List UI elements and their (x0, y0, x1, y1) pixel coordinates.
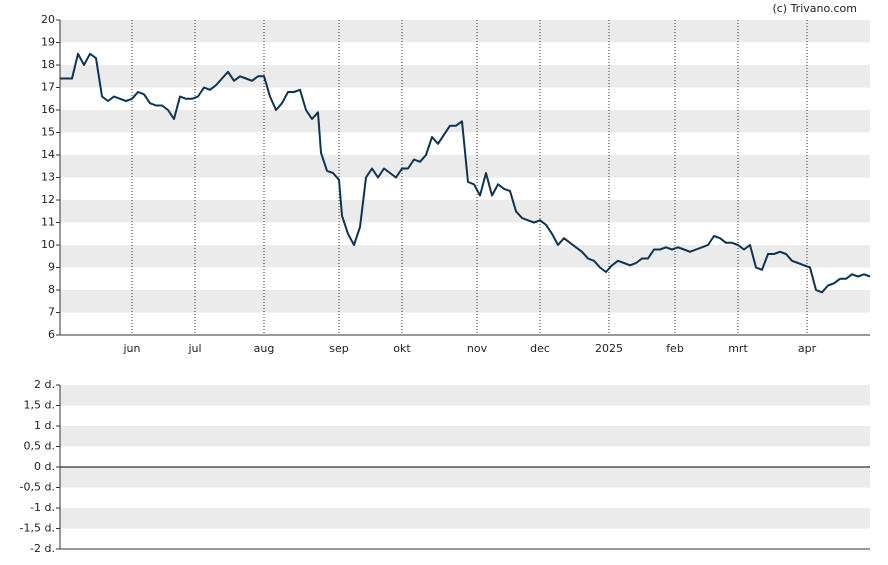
y-tick-label: 20 (41, 13, 55, 26)
y-tick-label: -1 d. (30, 501, 55, 514)
y-tick-label: 9 (48, 261, 55, 274)
x-tick-label: 2025 (595, 342, 623, 355)
y-tick-label: 0,5 d. (24, 440, 55, 453)
y-tick-label: 18 (41, 58, 55, 71)
y-tick-label: 2 d. (34, 378, 55, 391)
y-tick-label: -2 d. (30, 542, 55, 555)
grid-band (60, 426, 870, 447)
x-tick-label: dec (530, 342, 550, 355)
y-tick-label: 12 (41, 193, 55, 206)
y-tick-label: 7 (48, 306, 55, 319)
grid-band (60, 65, 870, 88)
grid-band (60, 110, 870, 133)
y-tick-label: 0 d. (34, 460, 55, 473)
y-tick-label: 16 (41, 103, 55, 116)
x-tick-label: jun (123, 342, 141, 355)
y-tick-label: 13 (41, 171, 55, 184)
grid-band (60, 385, 870, 406)
grid-band (60, 290, 870, 313)
y-tick-label: -1,5 d. (20, 522, 55, 535)
y-tick-label: 1,5 d. (24, 399, 55, 412)
y-tick-label: 14 (41, 148, 55, 161)
y-tick-label: -0,5 d. (20, 481, 55, 494)
x-tick-label: aug (254, 342, 275, 355)
x-tick-label: jul (187, 342, 201, 355)
x-tick-label: sep (329, 342, 348, 355)
y-tick-label: 15 (41, 126, 55, 139)
x-tick-label: mrt (728, 342, 748, 355)
grid-band (60, 155, 870, 178)
x-tick-label: feb (666, 342, 684, 355)
y-tick-label: 10 (41, 238, 55, 251)
credit: (c) Trivano.com (772, 2, 857, 15)
grid-band (60, 508, 870, 529)
y-tick-label: 8 (48, 283, 55, 296)
x-tick-label: apr (798, 342, 817, 355)
y-tick-label: 6 (48, 328, 55, 341)
price-line (60, 52, 871, 294)
grid-band (60, 20, 870, 43)
grid-band (60, 200, 870, 223)
x-tick-label: nov (467, 342, 488, 355)
grid-band (60, 245, 870, 268)
y-tick-label: 1 d. (34, 419, 55, 432)
x-tick-label: okt (393, 342, 411, 355)
y-tick-label: 11 (41, 216, 55, 229)
y-tick-label: 17 (41, 81, 55, 94)
y-tick-label: 19 (41, 36, 55, 49)
grid-band (60, 467, 870, 488)
